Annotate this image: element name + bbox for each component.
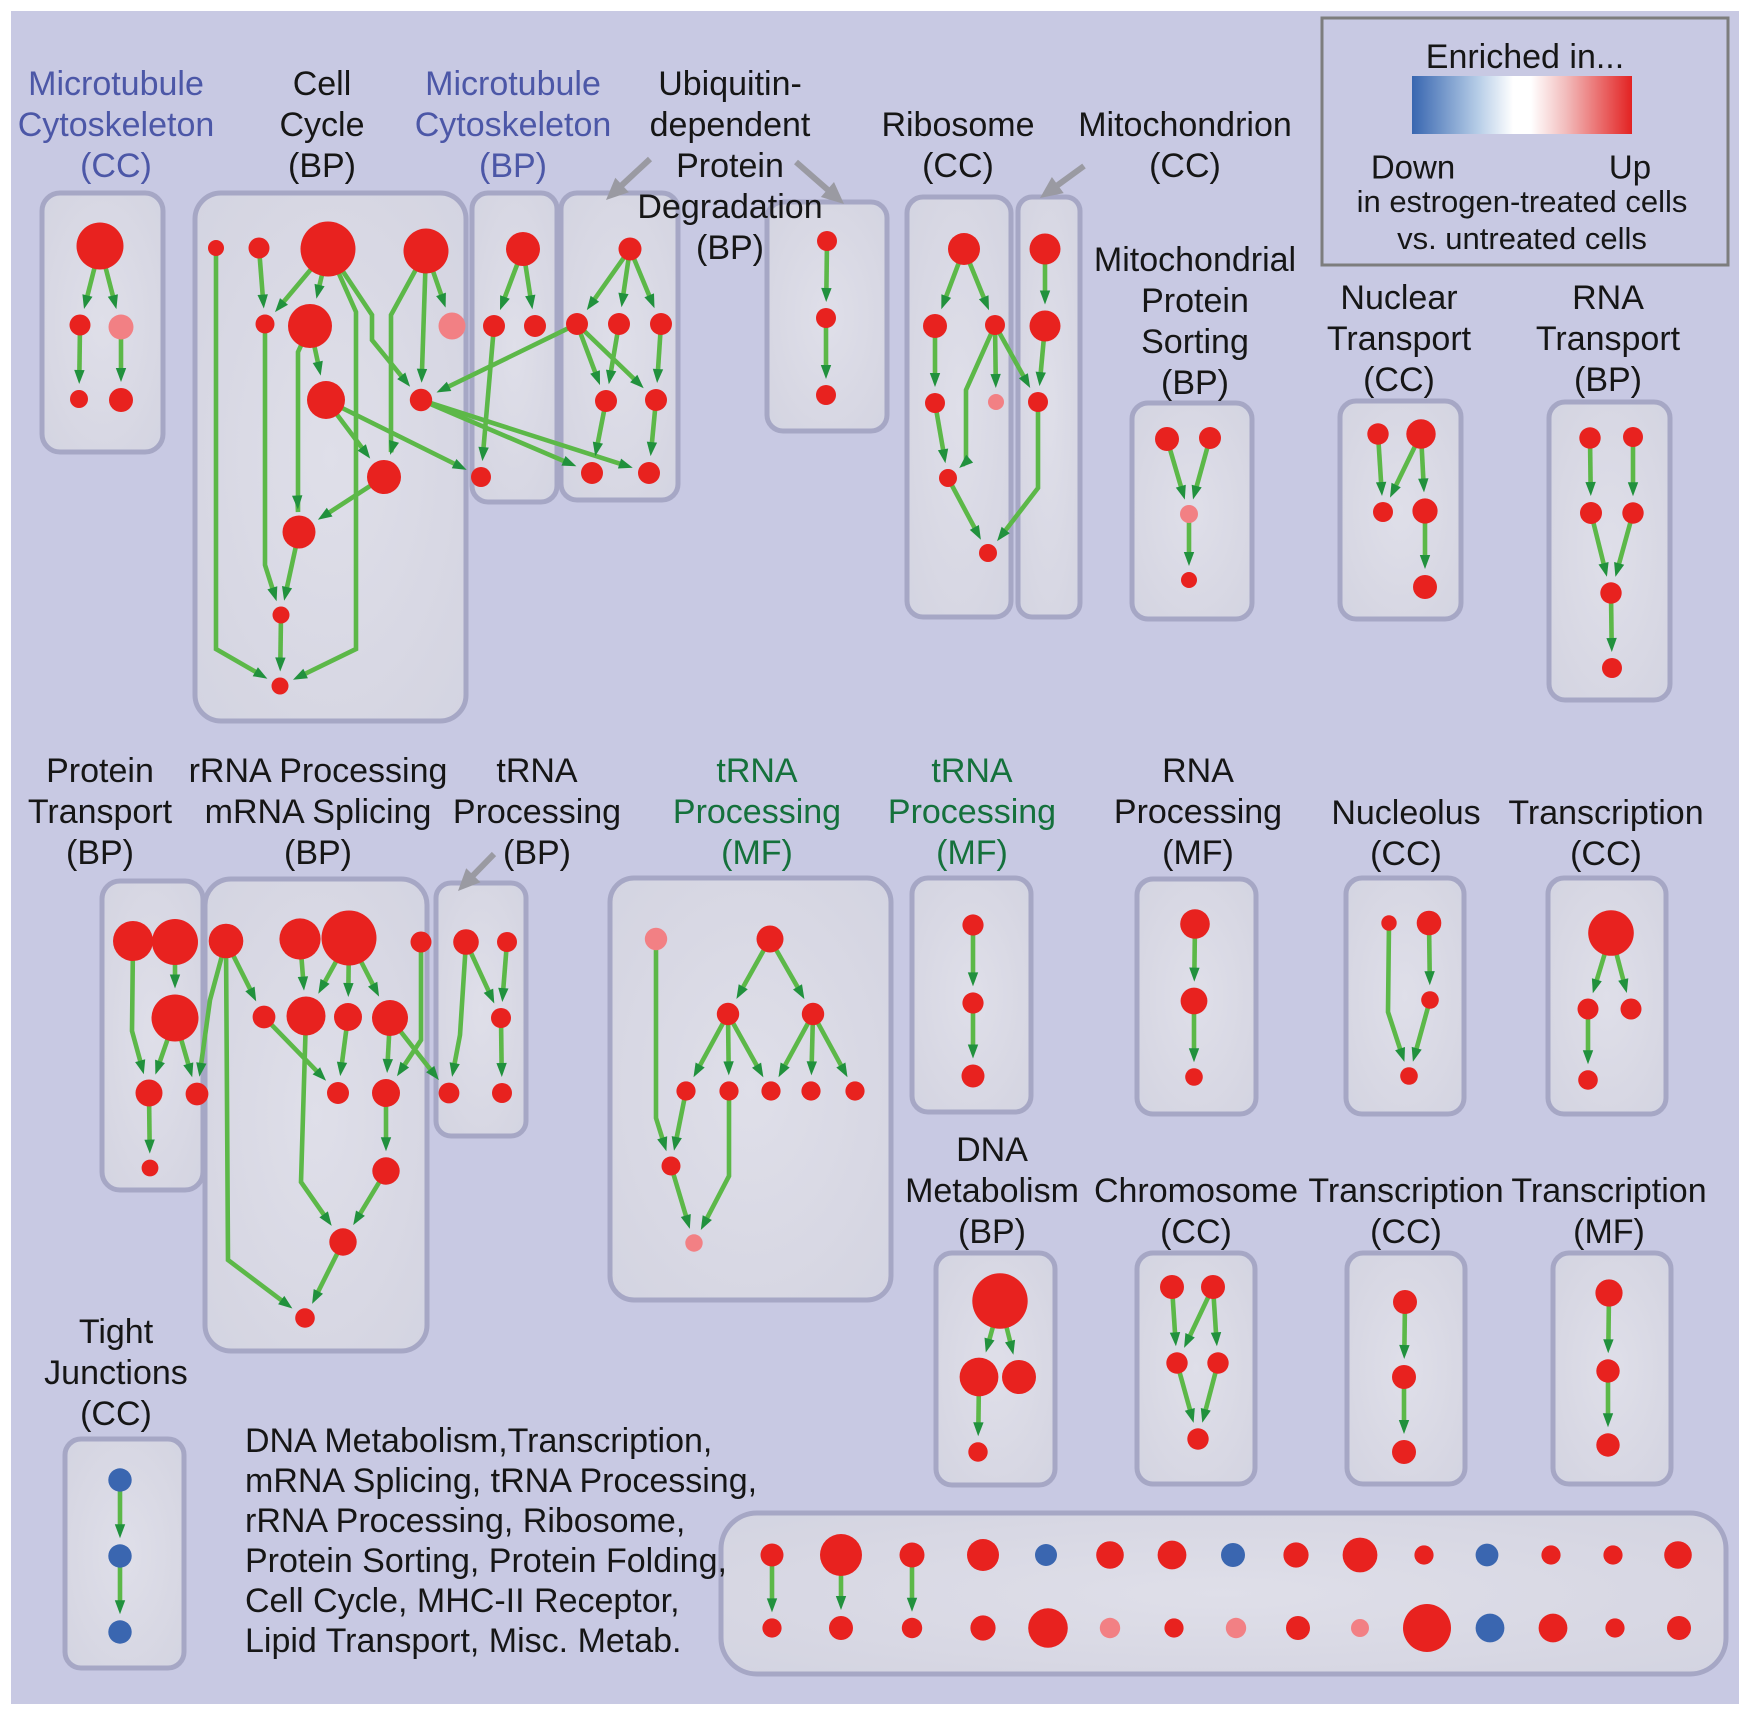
svg-text:Processing: Processing [1114, 793, 1282, 831]
svg-text:Nuclear: Nuclear [1340, 279, 1457, 317]
svg-text:Cycle: Cycle [279, 106, 364, 144]
svg-text:dependent: dependent [650, 106, 811, 144]
svg-text:Cytoskeleton: Cytoskeleton [415, 106, 612, 144]
svg-text:Transport: Transport [28, 793, 173, 831]
svg-text:Degradation: Degradation [637, 188, 822, 226]
svg-text:Nucleolus: Nucleolus [1331, 794, 1480, 832]
svg-text:(CC): (CC) [1570, 835, 1642, 873]
svg-text:(BP): (BP) [696, 229, 764, 267]
svg-text:Lipid Transport, Misc. Metab.: Lipid Transport, Misc. Metab. [245, 1622, 682, 1660]
svg-text:Junctions: Junctions [44, 1354, 188, 1392]
svg-text:(BP): (BP) [288, 147, 356, 185]
svg-text:Mitochondrion: Mitochondrion [1078, 106, 1292, 144]
svg-text:Transcription: Transcription [1511, 1172, 1706, 1210]
svg-text:Chromosome: Chromosome [1094, 1172, 1298, 1210]
svg-text:(CC): (CC) [1149, 147, 1221, 185]
svg-text:(MF): (MF) [1573, 1213, 1645, 1251]
svg-text:Processing: Processing [888, 793, 1056, 831]
svg-text:mRNA Splicing: mRNA Splicing [205, 793, 432, 831]
svg-text:Protein: Protein [676, 147, 784, 185]
svg-text:rRNA Processing, Ribosome,: rRNA Processing, Ribosome, [245, 1502, 685, 1540]
svg-text:Microtubule: Microtubule [28, 65, 204, 103]
svg-text:Transport: Transport [1536, 320, 1681, 358]
svg-text:Enriched in...: Enriched in... [1426, 38, 1624, 76]
svg-text:Ubiquitin-: Ubiquitin- [658, 65, 802, 103]
svg-text:(CC): (CC) [922, 147, 994, 185]
svg-text:(MF): (MF) [721, 834, 793, 872]
svg-text:Protein: Protein [46, 752, 154, 790]
svg-text:in estrogen-treated cells: in estrogen-treated cells [1357, 184, 1688, 219]
svg-text:(CC): (CC) [80, 1395, 152, 1433]
svg-text:Mitochondrial: Mitochondrial [1094, 241, 1296, 279]
svg-text:Processing: Processing [453, 793, 621, 831]
svg-text:mRNA Splicing, tRNA Processing: mRNA Splicing, tRNA Processing, [245, 1462, 757, 1500]
svg-text:Processing: Processing [673, 793, 841, 831]
svg-text:Transcription: Transcription [1508, 794, 1703, 832]
svg-text:Up: Up [1609, 149, 1651, 186]
svg-text:DNA Metabolism,Transcription,: DNA Metabolism,Transcription, [245, 1422, 712, 1460]
svg-text:(BP): (BP) [958, 1213, 1026, 1251]
svg-text:Cell: Cell [293, 65, 352, 103]
svg-text:(BP): (BP) [66, 834, 134, 872]
svg-text:Down: Down [1371, 149, 1455, 186]
svg-text:rRNA Processing: rRNA Processing [189, 752, 448, 790]
svg-text:tRNA: tRNA [496, 752, 578, 790]
svg-text:Transport: Transport [1327, 320, 1472, 358]
svg-text:(BP): (BP) [479, 147, 547, 185]
svg-text:Protein Sorting, Protein Foldi: Protein Sorting, Protein Folding, [245, 1542, 727, 1580]
svg-text:(CC): (CC) [1370, 835, 1442, 873]
svg-text:Transcription: Transcription [1308, 1172, 1503, 1210]
svg-text:vs. untreated cells: vs. untreated cells [1397, 221, 1647, 256]
svg-text:(CC): (CC) [1370, 1213, 1442, 1251]
svg-text:Tight: Tight [79, 1313, 154, 1351]
svg-text:Cell Cycle, MHC-II Receptor,: Cell Cycle, MHC-II Receptor, [245, 1582, 680, 1620]
svg-text:(MF): (MF) [1162, 834, 1234, 872]
svg-text:(BP): (BP) [284, 834, 352, 872]
svg-text:RNA: RNA [1572, 279, 1644, 317]
svg-text:tRNA: tRNA [931, 752, 1013, 790]
svg-text:Sorting: Sorting [1141, 323, 1249, 361]
svg-text:(CC): (CC) [1160, 1213, 1232, 1251]
svg-text:Ribosome: Ribosome [881, 106, 1034, 144]
svg-text:tRNA: tRNA [716, 752, 798, 790]
svg-text:Cytoskeleton: Cytoskeleton [18, 106, 215, 144]
svg-text:DNA: DNA [956, 1131, 1028, 1169]
svg-text:RNA: RNA [1162, 752, 1234, 790]
svg-text:Metabolism: Metabolism [905, 1172, 1079, 1210]
svg-text:(MF): (MF) [936, 834, 1008, 872]
svg-text:(BP): (BP) [503, 834, 571, 872]
svg-text:Protein: Protein [1141, 282, 1249, 320]
svg-text:(CC): (CC) [1363, 361, 1435, 399]
svg-text:(BP): (BP) [1574, 361, 1642, 399]
svg-text:(BP): (BP) [1161, 364, 1229, 402]
svg-text:(CC): (CC) [80, 147, 152, 185]
svg-text:Microtubule: Microtubule [425, 65, 601, 103]
